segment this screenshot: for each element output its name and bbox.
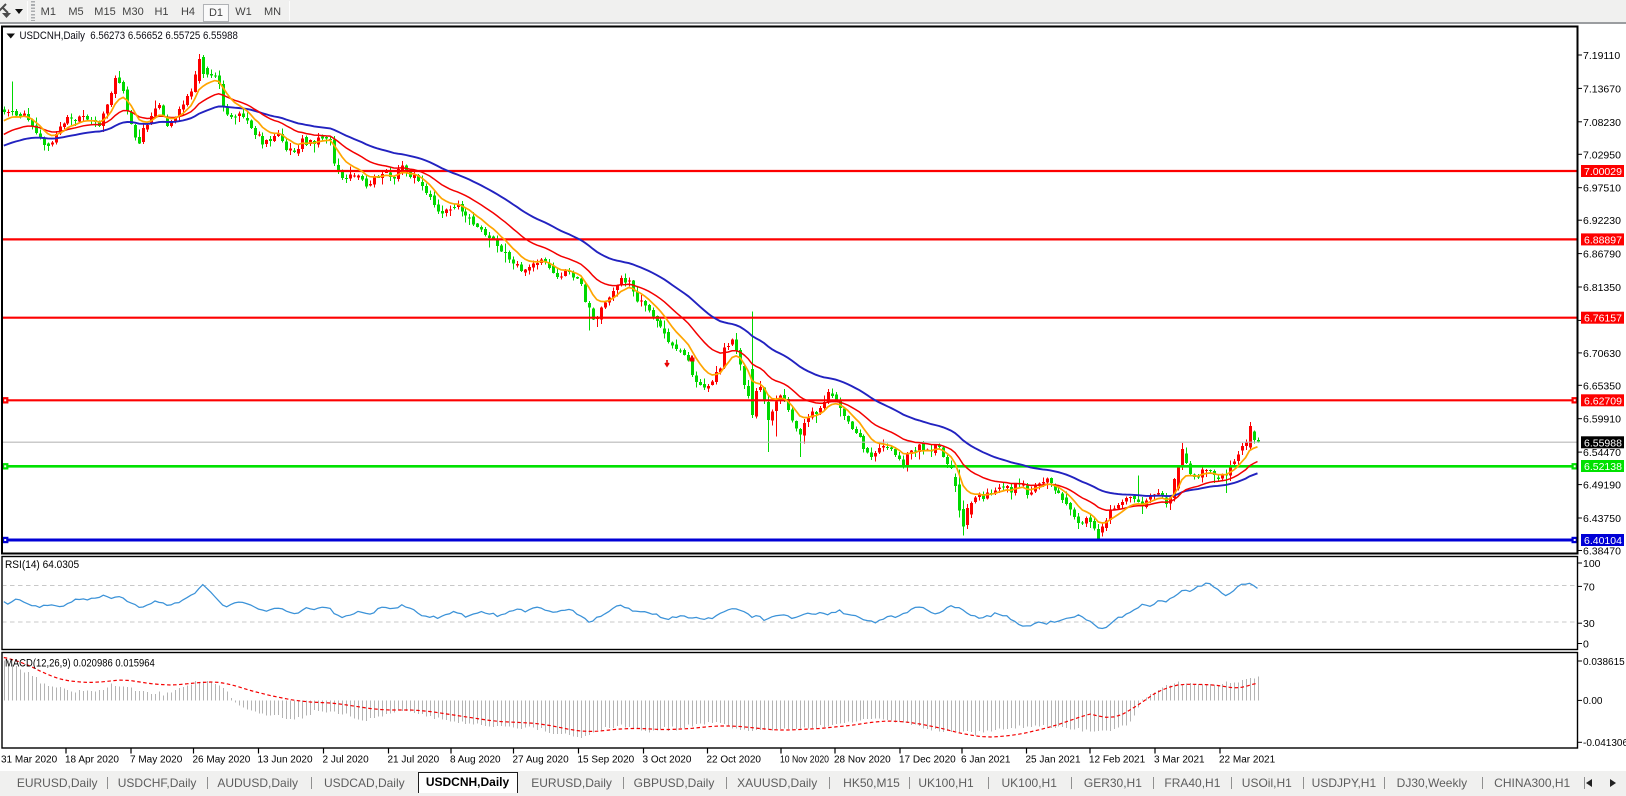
svg-text:3 Oct 2020: 3 Oct 2020 xyxy=(643,755,692,766)
svg-text:25 Jan 2021: 25 Jan 2021 xyxy=(1026,755,1081,766)
svg-text:7.19110: 7.19110 xyxy=(1583,50,1620,62)
svg-text:7.00029: 7.00029 xyxy=(1584,166,1622,178)
svg-text:15 Sep 2020: 15 Sep 2020 xyxy=(578,755,635,766)
svg-text:0: 0 xyxy=(1583,639,1589,651)
svg-text:6.59910: 6.59910 xyxy=(1583,414,1621,426)
svg-text:-0.041306: -0.041306 xyxy=(1583,738,1626,749)
svg-text:100: 100 xyxy=(1583,558,1601,570)
svg-text:6.97510: 6.97510 xyxy=(1583,183,1621,195)
svg-text:6.55988: 6.55988 xyxy=(1584,437,1622,449)
svg-text:28 Nov 2020: 28 Nov 2020 xyxy=(834,755,891,766)
svg-text:6.76157: 6.76157 xyxy=(1584,313,1622,325)
svg-text:0.00: 0.00 xyxy=(1583,696,1603,707)
svg-text:2 Jul 2020: 2 Jul 2020 xyxy=(323,755,370,766)
svg-text:6 Jan 2021: 6 Jan 2021 xyxy=(961,755,1011,766)
svg-text:6.88897: 6.88897 xyxy=(1584,234,1622,246)
svg-text:6.43750: 6.43750 xyxy=(1583,513,1621,525)
svg-text:17 Dec 2020: 17 Dec 2020 xyxy=(899,755,956,766)
svg-text:6.86790: 6.86790 xyxy=(1583,249,1621,261)
svg-text:13 Jun 2020: 13 Jun 2020 xyxy=(258,755,313,766)
svg-text:MACD(12,26,9) 0.020986 0.01596: MACD(12,26,9) 0.020986 0.015964 xyxy=(5,658,155,670)
svg-text:6.54470: 6.54470 xyxy=(1583,447,1621,459)
svg-text:0.038615: 0.038615 xyxy=(1583,657,1625,668)
svg-text:22 Mar 2021: 22 Mar 2021 xyxy=(1219,755,1276,766)
svg-text:12 Feb 2021: 12 Feb 2021 xyxy=(1089,755,1146,766)
svg-text:22 Oct 2020: 22 Oct 2020 xyxy=(707,755,762,766)
svg-text:27 Aug 2020: 27 Aug 2020 xyxy=(513,755,570,766)
svg-text:RSI(14) 64.0305: RSI(14) 64.0305 xyxy=(5,559,79,571)
svg-text:6.65350: 6.65350 xyxy=(1583,380,1621,392)
svg-text:3 Mar 2021: 3 Mar 2021 xyxy=(1154,755,1205,766)
svg-text:26 May 2020: 26 May 2020 xyxy=(193,755,251,766)
svg-text:8 Aug 2020: 8 Aug 2020 xyxy=(450,755,501,766)
svg-text:6.52138: 6.52138 xyxy=(1584,461,1622,473)
svg-text:30: 30 xyxy=(1583,618,1595,630)
svg-text:18 Apr 2020: 18 Apr 2020 xyxy=(65,755,119,766)
svg-text:6.81350: 6.81350 xyxy=(1583,282,1621,294)
svg-text:31 Mar 2020: 31 Mar 2020 xyxy=(1,755,58,766)
svg-text:6.38470: 6.38470 xyxy=(1583,546,1621,558)
svg-text:21 Jul 2020: 21 Jul 2020 xyxy=(388,755,440,766)
svg-text:USDCNH,Daily 6.56273 6.56652: USDCNH,Daily 6.56273 6.56652 6.55725 6.5… xyxy=(20,29,238,42)
svg-text:7.02950: 7.02950 xyxy=(1583,149,1621,161)
svg-text:70: 70 xyxy=(1583,581,1595,593)
svg-text:7.13670: 7.13670 xyxy=(1583,83,1621,95)
svg-text:10 Nov 2020: 10 Nov 2020 xyxy=(780,755,829,766)
svg-text:6.49190: 6.49190 xyxy=(1583,480,1621,492)
svg-text:6.40104: 6.40104 xyxy=(1584,535,1622,547)
svg-text:6.92230: 6.92230 xyxy=(1583,215,1621,227)
svg-text:7 May 2020: 7 May 2020 xyxy=(130,755,183,766)
svg-text:6.62709: 6.62709 xyxy=(1584,395,1622,407)
svg-text:7.08230: 7.08230 xyxy=(1583,117,1621,129)
svg-text:6.70630: 6.70630 xyxy=(1583,348,1621,360)
